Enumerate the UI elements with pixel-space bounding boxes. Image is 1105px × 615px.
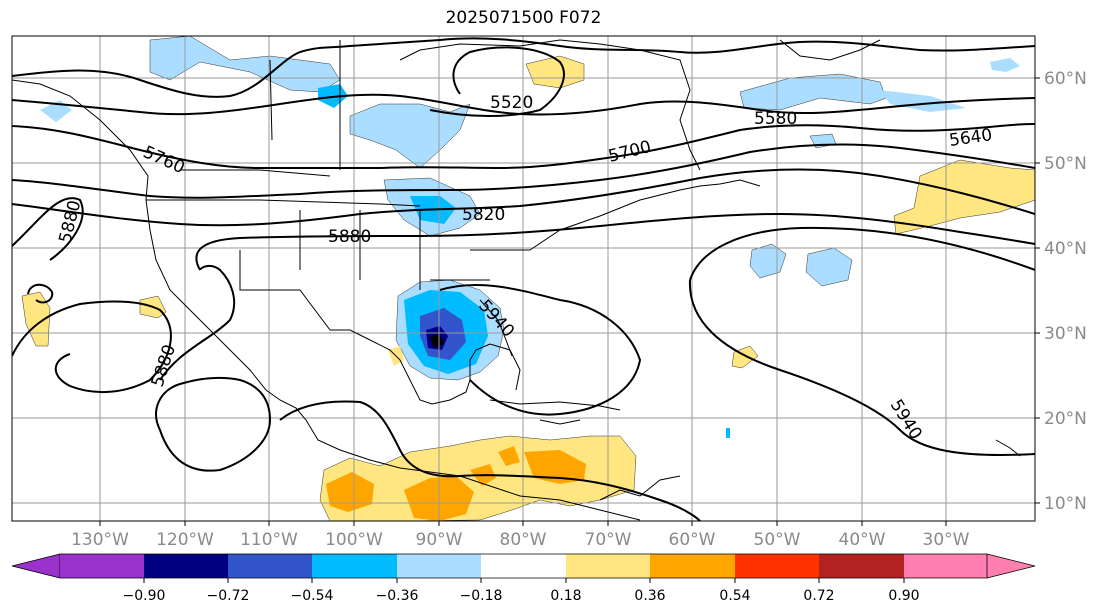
colorbar-tick-label: −0.36	[376, 588, 419, 604]
colorbar-bin-11	[904, 554, 987, 578]
colorbar-tick-label: −0.72	[207, 588, 250, 604]
contour-label-5880-a: 5880	[328, 227, 371, 247]
lat-lon-grid	[12, 36, 1035, 521]
map-title: 2025071500 F072	[445, 8, 602, 28]
lat-label-30n: 30°N	[1044, 324, 1087, 344]
lon-label-70w: 70°W	[585, 530, 632, 550]
lat-label-50n: 50°N	[1044, 154, 1087, 174]
longitude-labels: 130°W 120°W 110°W 100°W 90°W 80°W 70°W 6…	[71, 530, 970, 550]
contour-label-5820: 5820	[462, 205, 505, 225]
colorbar-tick-label: 0.54	[719, 588, 750, 604]
lon-label-40w: 40°W	[839, 530, 886, 550]
colorbar-tick-label: 0.36	[634, 588, 665, 604]
colorbar-tick-label: −0.90	[123, 588, 166, 604]
colorbar-bin-3	[228, 554, 312, 578]
colorbar-extend-max	[986, 553, 1036, 579]
lat-label-10n: 10°N	[1044, 494, 1087, 514]
colorbar-bin-5	[397, 554, 481, 578]
colorbar-bin-7	[566, 554, 650, 578]
colorbar-bin-4	[312, 554, 397, 578]
lon-label-100w: 100°W	[325, 530, 383, 550]
colorbar-tick-label: −0.54	[291, 588, 334, 604]
colorbar-bin-2	[144, 554, 228, 578]
lat-label-40n: 40°N	[1044, 239, 1087, 259]
colorbar-tick-label: −0.18	[460, 588, 503, 604]
lat-label-20n: 20°N	[1044, 409, 1087, 429]
lon-label-120w: 120°W	[156, 530, 214, 550]
axis-ticks	[99, 77, 1040, 526]
lon-label-30w: 30°W	[923, 530, 970, 550]
colorbar-bin-1	[60, 554, 144, 578]
colorbar-bin-6	[481, 554, 566, 578]
latitude-labels: 60°N 50°N 40°N 30°N 20°N 10°N	[1044, 69, 1087, 514]
colorbar-bin-9	[735, 554, 819, 578]
colorbar-tick-label: 0.90	[888, 588, 919, 604]
coastlines	[12, 39, 1021, 521]
lon-label-130w: 130°W	[71, 530, 129, 550]
colorbar-bin-10	[819, 554, 904, 578]
lon-label-110w: 110°W	[240, 530, 298, 550]
height-contours	[12, 37, 1035, 521]
colorbar-tick-label: 0.18	[550, 588, 581, 604]
colorbar: −0.90 −0.72 −0.54 −0.36 −0.18 0.18 0.36 …	[11, 553, 1036, 604]
colorbar-tick-label: 0.72	[803, 588, 834, 604]
lon-label-90w: 90°W	[416, 530, 463, 550]
lat-label-60n: 60°N	[1044, 69, 1087, 89]
contour-label-5580: 5580	[754, 109, 797, 129]
colorbar-extend-min	[11, 553, 61, 579]
lon-label-60w: 60°W	[669, 530, 716, 550]
lon-label-50w: 50°W	[754, 530, 801, 550]
colorbar-bin-8	[650, 554, 735, 578]
lon-label-80w: 80°W	[500, 530, 547, 550]
contour-label-5520: 5520	[490, 93, 533, 113]
